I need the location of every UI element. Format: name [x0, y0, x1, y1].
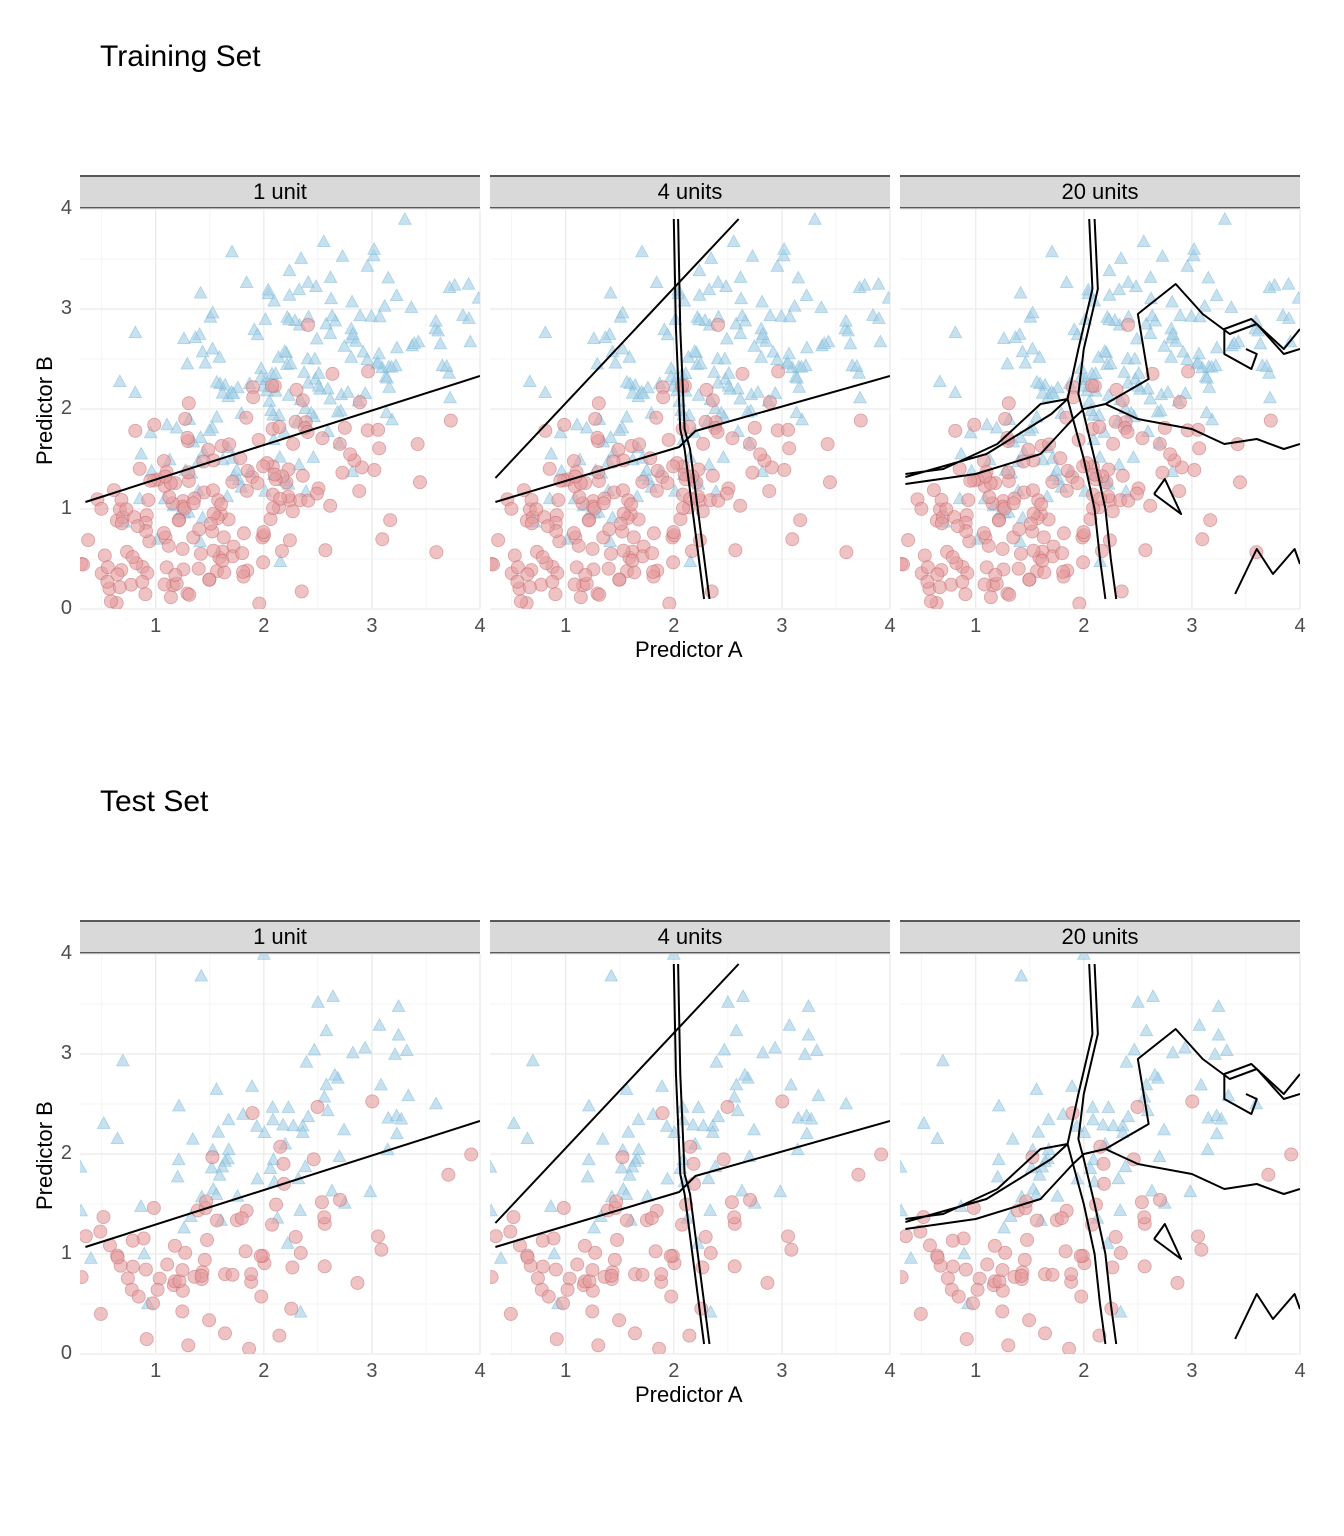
panel-row: 1 unit1234012344 units123420 units1234: [80, 920, 1300, 1354]
facet-strip-label: 1 unit: [80, 175, 480, 209]
x-tick-label: 2: [1069, 615, 1099, 638]
y-axis-label: Predictor B: [32, 1101, 58, 1210]
facet-strip-label: 20 units: [900, 920, 1300, 954]
x-tick-label: 2: [659, 1360, 689, 1383]
y-tick-label: 3: [47, 297, 72, 320]
x-tick-label: 1: [141, 615, 171, 638]
section-title: Test Set: [100, 785, 208, 819]
y-tick-label: 0: [47, 597, 72, 620]
x-axis-label: Predictor A: [635, 637, 743, 663]
x-tick-label: 2: [659, 615, 689, 638]
x-tick-label: 4: [465, 1360, 495, 1383]
x-tick-label: 1: [961, 615, 991, 638]
plot-area: 123401234: [80, 209, 480, 609]
facet-strip-label: 1 unit: [80, 920, 480, 954]
facet-panel: 20 units1234: [900, 175, 1300, 609]
facet-strip-label: 4 units: [490, 920, 890, 954]
panel-row: 1 unit1234012344 units123420 units1234: [80, 175, 1300, 609]
x-tick-label: 4: [875, 615, 905, 638]
x-tick-label: 3: [767, 615, 797, 638]
x-tick-label: 3: [767, 1360, 797, 1383]
plot-area: 1234: [490, 954, 890, 1354]
x-tick-label: 1: [961, 1360, 991, 1383]
facet-strip-label: 20 units: [900, 175, 1300, 209]
y-tick-label: 1: [47, 497, 72, 520]
x-tick-label: 4: [465, 615, 495, 638]
x-tick-label: 1: [551, 615, 581, 638]
facet-strip-label: 4 units: [490, 175, 890, 209]
x-tick-label: 1: [141, 1360, 171, 1383]
y-tick-label: 0: [47, 1342, 72, 1365]
x-tick-label: 1: [551, 1360, 581, 1383]
plot-area: 123401234: [80, 954, 480, 1354]
x-tick-label: 3: [357, 615, 387, 638]
x-tick-label: 4: [1285, 615, 1315, 638]
facet-panel: 4 units1234: [490, 920, 890, 1354]
y-tick-label: 4: [47, 942, 72, 965]
x-axis-label: Predictor A: [635, 1382, 743, 1408]
plot-area: 1234: [490, 209, 890, 609]
plot-area: 1234: [900, 954, 1300, 1354]
x-tick-label: 3: [1177, 615, 1207, 638]
y-axis-label: Predictor B: [32, 356, 58, 465]
x-tick-label: 4: [1285, 1360, 1315, 1383]
y-tick-label: 4: [47, 197, 72, 220]
x-tick-label: 2: [249, 615, 279, 638]
x-tick-label: 2: [1069, 1360, 1099, 1383]
facet-panel: 1 unit123401234: [80, 920, 480, 1354]
facet-panel: 4 units1234: [490, 175, 890, 609]
x-tick-label: 2: [249, 1360, 279, 1383]
facet-panel: 1 unit123401234: [80, 175, 480, 609]
y-tick-label: 3: [47, 1042, 72, 1065]
x-tick-label: 3: [1177, 1360, 1207, 1383]
x-tick-label: 3: [357, 1360, 387, 1383]
plot-area: 1234: [900, 209, 1300, 609]
section-title: Training Set: [100, 40, 261, 74]
x-tick-label: 4: [875, 1360, 905, 1383]
facet-panel: 20 units1234: [900, 920, 1300, 1354]
y-tick-label: 1: [47, 1242, 72, 1265]
